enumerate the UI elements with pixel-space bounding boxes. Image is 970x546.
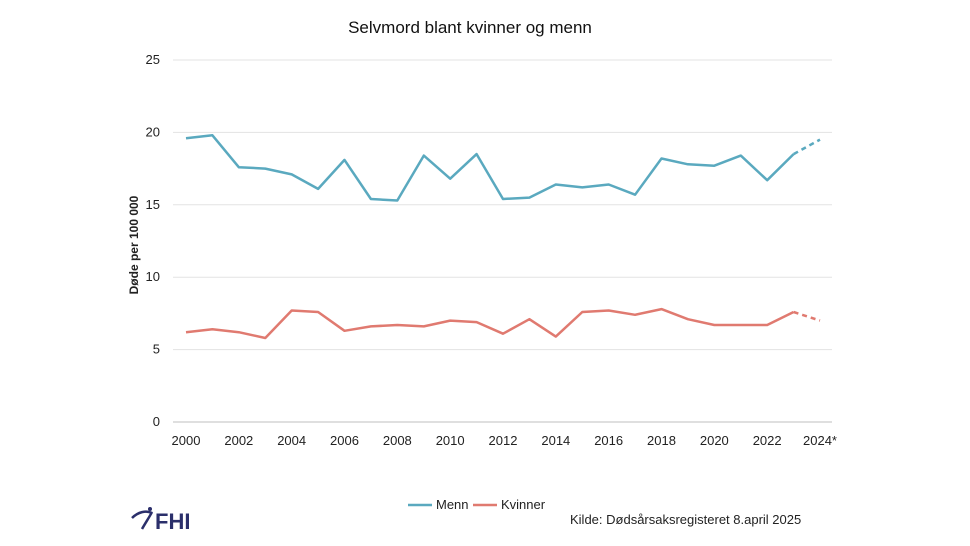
fhi-logo-text: FHI <box>155 509 190 534</box>
series-line-menn <box>185 134 795 202</box>
x-tick-label-2006: 2006 <box>330 433 359 448</box>
chart-title: Selvmord blant kvinner og menn <box>348 18 592 37</box>
x-axis-ticks: 2000 2002 2004 2006 2008 2010 2012 2014 2016 2018… <box>172 433 837 448</box>
gridlines <box>173 59 832 423</box>
x-tick-label-2008: 2008 <box>383 433 412 448</box>
x-tick-label-2012: 2012 <box>489 433 518 448</box>
fhi-logo: FHI <box>131 507 190 534</box>
x-tick-label-2016: 2016 <box>594 433 623 448</box>
x-tick-label-2022: 2022 <box>753 433 782 448</box>
x-tick-label-2000: 2000 <box>172 433 201 448</box>
y-tick-label-0: 0 <box>153 414 160 429</box>
series-lines <box>185 134 821 340</box>
legend-label-kvinner: Kvinner <box>501 497 546 512</box>
series-projection-menn <box>792 138 821 156</box>
x-tick-label-2004: 2004 <box>277 433 306 448</box>
legend-label-menn: Menn <box>436 497 469 512</box>
series-projection-kvinner <box>793 310 821 322</box>
source-note: Kilde: Dødsårsaksregisteret 8.april 2025 <box>570 512 801 527</box>
fhi-logo-mark-icon <box>131 507 154 530</box>
y-tick-label-15: 15 <box>146 197 160 212</box>
y-tick-label-20: 20 <box>146 124 160 139</box>
series-line-kvinner <box>185 307 795 340</box>
x-tick-label-2002: 2002 <box>224 433 253 448</box>
y-tick-label-10: 10 <box>146 269 160 284</box>
x-tick-label-2010: 2010 <box>436 433 465 448</box>
y-axis-label: Døde per 100 000 <box>127 195 141 294</box>
x-tick-label-2024: 2024* <box>803 433 837 448</box>
x-tick-label-2018: 2018 <box>647 433 676 448</box>
x-tick-label-2020: 2020 <box>700 433 729 448</box>
x-tick-label-2014: 2014 <box>541 433 570 448</box>
y-axis-ticks: 0 5 10 15 20 25 <box>146 52 160 429</box>
legend: Menn Kvinner <box>408 497 546 512</box>
y-tick-label-25: 25 <box>146 52 160 67</box>
y-tick-label-5: 5 <box>153 342 160 357</box>
